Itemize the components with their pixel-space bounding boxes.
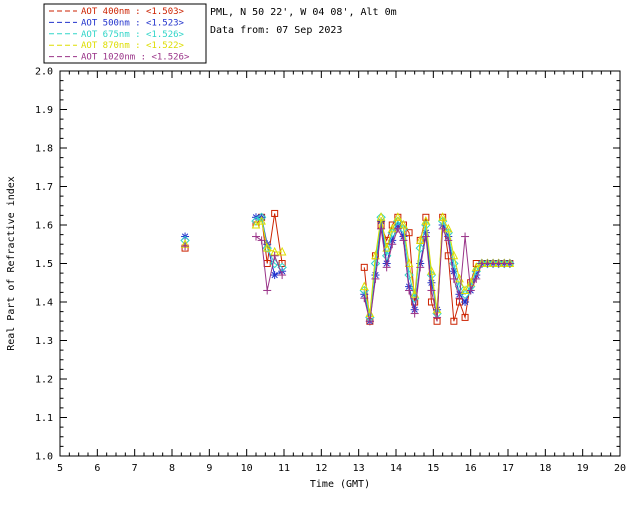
y-tick-label: 1.6: [35, 221, 53, 232]
x-tick-label: 10: [241, 463, 253, 474]
y-tick-label: 1.8: [35, 144, 53, 155]
y-tick-label: 1.0: [35, 452, 53, 463]
y-tick-label: 1.1: [35, 413, 53, 424]
y-axis-label: Real Part of Refractive index: [6, 176, 17, 351]
legend-item-label: AOT 500nm : <1.523>: [81, 18, 185, 28]
y-tick-label: 2.0: [35, 67, 53, 78]
x-tick-label: 12: [315, 463, 327, 474]
y-tick-label: 1.4: [35, 298, 53, 309]
x-tick-label: 18: [539, 463, 551, 474]
x-tick-label: 17: [502, 463, 514, 474]
x-tick-label: 14: [390, 463, 402, 474]
legend-item-label: AOT 675nm : <1.526>: [81, 30, 185, 40]
axes: 5 6 7 8 9 10 11 12 13 14 15 16 17 18 19 20 1.0 1.1 1.2 1.3 1…: [6, 67, 626, 491]
x-tick-label: 15: [427, 463, 439, 474]
x-tick-label: 6: [94, 463, 100, 474]
y-tick-label: 1.7: [35, 182, 53, 193]
x-axis-label: Time (GMT): [310, 479, 370, 490]
x-tick-label: 5: [57, 463, 63, 474]
data-date-text: Data from: 07 Sep 2023: [210, 25, 343, 36]
legend-item-label: AOT 1020nm : <1.526>: [81, 53, 190, 63]
y-tick-label: 1.2: [35, 375, 53, 386]
site-location-text: PML, N 50 22', W 04 08', Alt 0m: [210, 7, 397, 18]
x-tick-label: 7: [132, 463, 138, 474]
legend: AOT 400nm : <1.503>AOT 500nm : <1.523> AO…: [43, 3, 207, 64]
y-tick-label: 1.5: [35, 259, 53, 270]
legend-box: [43, 3, 207, 64]
series-aot-500nm: [181, 213, 514, 326]
x-tick-label: 8: [169, 463, 175, 474]
plot-frame: [59, 70, 621, 457]
x-tick-label: 9: [206, 463, 212, 474]
x-tick-label: 19: [577, 463, 589, 474]
series-aot-675nm: [180, 212, 515, 323]
legend-item-label: AOT 400nm : <1.503>: [81, 7, 185, 17]
series-aot-1020nm: [181, 224, 514, 326]
x-tick-label: 11: [278, 463, 290, 474]
legend-item-label: AOT 870nm : <1.522>: [81, 41, 185, 51]
y-tick-label: 1.3: [35, 336, 53, 347]
x-tick-label: 13: [353, 463, 365, 474]
series-aot-400nm: [181, 209, 514, 325]
x-tick-label: 16: [465, 463, 477, 474]
x-tick-label: 20: [614, 463, 626, 474]
y-tick-label: 1.9: [35, 105, 53, 116]
